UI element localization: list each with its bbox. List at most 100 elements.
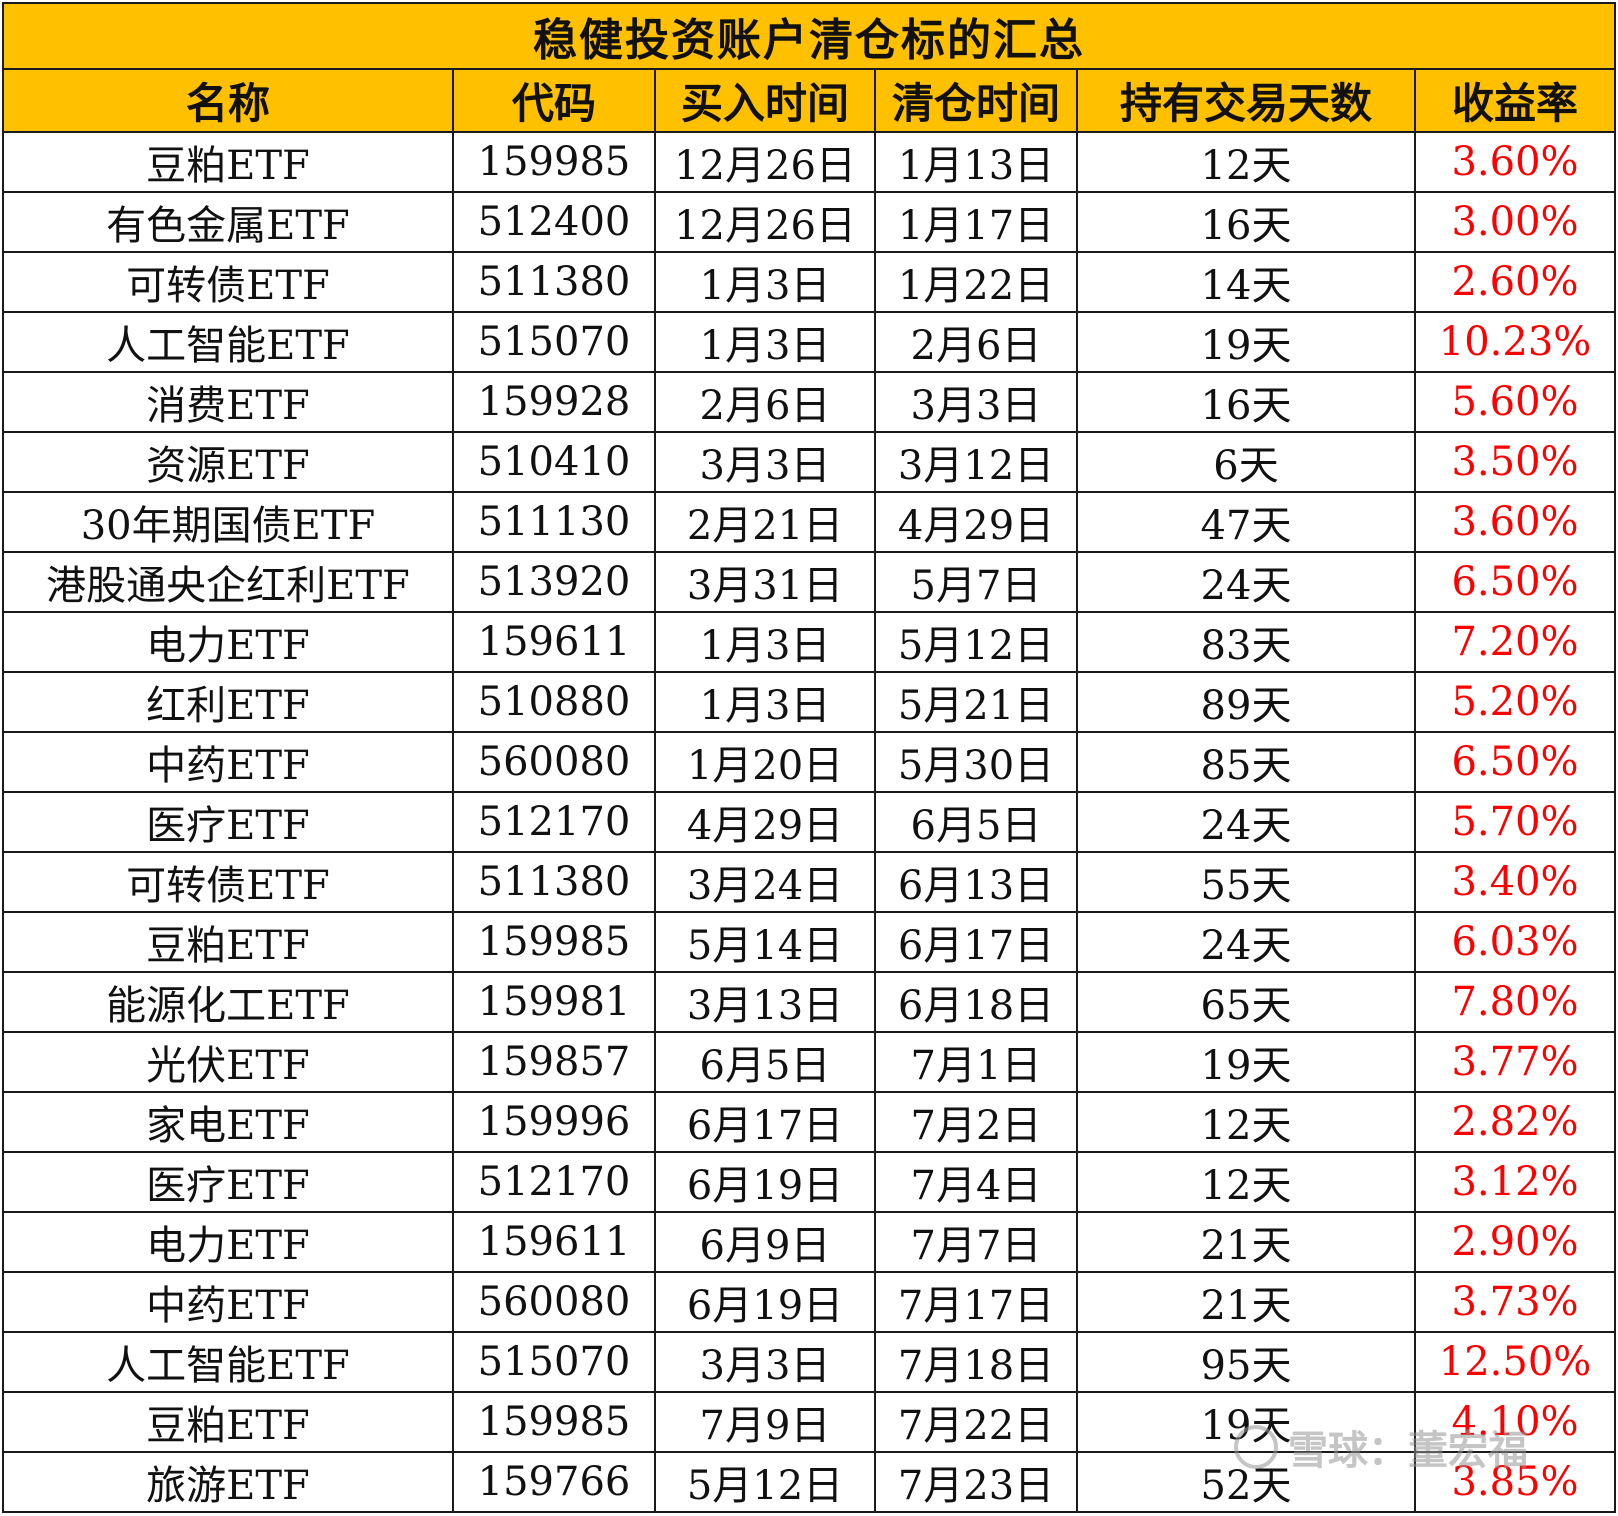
cell-code: 515070 [452, 311, 656, 373]
cell-name: 有色金属ETF [2, 191, 454, 253]
cell-return: 3.85% [1413, 1451, 1617, 1513]
table-row: 豆粕ETF 159985 5月14日 6月17日 24天 6.03% [2, 911, 1617, 973]
cell-name: 电力ETF [2, 611, 454, 673]
cell-name: 医疗ETF [2, 1151, 454, 1213]
cell-buy-date: 6月19日 [654, 1271, 876, 1333]
cell-buy-date: 6月5日 [654, 1031, 876, 1093]
cell-holding-days: 47天 [1076, 491, 1416, 553]
table-row: 光伏ETF 159857 6月5日 7月1日 19天 3.77% [2, 1031, 1617, 1093]
cell-buy-date: 2月6日 [654, 371, 876, 433]
cell-return: 3.50% [1413, 431, 1617, 493]
cell-return: 7.20% [1413, 611, 1617, 673]
table-row: 旅游ETF 159766 5月12日 7月23日 52天 3.85% [2, 1451, 1617, 1513]
cell-name: 30年期国债ETF [2, 491, 454, 553]
cell-holding-days: 12天 [1076, 1091, 1416, 1153]
cell-return: 10.23% [1413, 311, 1617, 373]
cell-buy-date: 3月13日 [654, 971, 876, 1033]
cell-sell-date: 7月23日 [874, 1451, 1078, 1513]
cell-return: 3.60% [1413, 491, 1617, 553]
cell-return: 6.50% [1413, 551, 1617, 613]
table-row: 港股通央企红利ETF 513920 3月31日 5月7日 24天 6.50% [2, 551, 1617, 613]
cell-sell-date: 5月21日 [874, 671, 1078, 733]
table-row: 人工智能ETF 515070 1月3日 2月6日 19天 10.23% [2, 311, 1617, 373]
cell-holding-days: 24天 [1076, 551, 1416, 613]
cell-sell-date: 7月17日 [874, 1271, 1078, 1333]
cell-code: 159611 [452, 1211, 656, 1273]
cell-return: 3.12% [1413, 1151, 1617, 1213]
cell-name: 中药ETF [2, 1271, 454, 1333]
cell-sell-date: 1月17日 [874, 191, 1078, 253]
cell-sell-date: 7月2日 [874, 1091, 1078, 1153]
cell-holding-days: 52天 [1076, 1451, 1416, 1513]
cell-code: 511130 [452, 491, 656, 553]
cell-holding-days: 89天 [1076, 671, 1416, 733]
table-row: 中药ETF 560080 6月19日 7月17日 21天 3.73% [2, 1271, 1617, 1333]
table-row: 红利ETF 510880 1月3日 5月21日 89天 5.20% [2, 671, 1617, 733]
cell-buy-date: 3月3日 [654, 1331, 876, 1393]
cell-return: 3.73% [1413, 1271, 1617, 1333]
cell-name: 可转债ETF [2, 251, 454, 313]
cell-buy-date: 2月21日 [654, 491, 876, 553]
cell-name: 人工智能ETF [2, 1331, 454, 1393]
cell-sell-date: 6月13日 [874, 851, 1078, 913]
cell-name: 电力ETF [2, 1211, 454, 1273]
cell-name: 港股通央企红利ETF [2, 551, 454, 613]
cell-buy-date: 1月3日 [654, 671, 876, 733]
cell-buy-date: 7月9日 [654, 1391, 876, 1453]
cell-return: 5.20% [1413, 671, 1617, 733]
cell-buy-date: 6月17日 [654, 1091, 876, 1153]
table-row: 有色金属ETF 512400 12月26日 1月17日 16天 3.00% [2, 191, 1617, 253]
cell-name: 旅游ETF [2, 1451, 454, 1513]
cell-holding-days: 19天 [1076, 1391, 1416, 1453]
table-row: 消费ETF 159928 2月6日 3月3日 16天 5.60% [2, 371, 1617, 433]
cell-holding-days: 95天 [1076, 1331, 1416, 1393]
header-code: 代码 [452, 68, 656, 133]
cell-return: 3.00% [1413, 191, 1617, 253]
cell-sell-date: 5月12日 [874, 611, 1078, 673]
cell-holding-days: 55天 [1076, 851, 1416, 913]
cell-holding-days: 83天 [1076, 611, 1416, 673]
cell-sell-date: 4月29日 [874, 491, 1078, 553]
cell-buy-date: 3月3日 [654, 431, 876, 493]
table-row: 能源化工ETF 159981 3月13日 6月18日 65天 7.80% [2, 971, 1617, 1033]
cell-holding-days: 6天 [1076, 431, 1416, 493]
cell-sell-date: 7月4日 [874, 1151, 1078, 1213]
cell-holding-days: 85天 [1076, 731, 1416, 793]
cell-code: 159611 [452, 611, 656, 673]
cell-sell-date: 6月5日 [874, 791, 1078, 853]
cell-holding-days: 19天 [1076, 311, 1416, 373]
table-row: 电力ETF 159611 1月3日 5月12日 83天 7.20% [2, 611, 1617, 673]
cell-holding-days: 12天 [1076, 131, 1416, 193]
header-name: 名称 [2, 68, 454, 133]
table-row: 可转债ETF 511380 1月3日 1月22日 14天 2.60% [2, 251, 1617, 313]
table-body: 豆粕ETF 159985 12月26日 1月13日 12天 3.60% 有色金属ETF 512… [2, 131, 1617, 1513]
cell-sell-date: 1月13日 [874, 131, 1078, 193]
cell-holding-days: 65天 [1076, 971, 1416, 1033]
header-return: 收益率 [1413, 68, 1617, 133]
cell-code: 512400 [452, 191, 656, 253]
cell-code: 512170 [452, 791, 656, 853]
cell-name: 人工智能ETF [2, 311, 454, 373]
cell-holding-days: 12天 [1076, 1151, 1416, 1213]
cell-name: 消费ETF [2, 371, 454, 433]
header-buy-date: 买入时间 [654, 68, 876, 133]
cell-sell-date: 5月30日 [874, 731, 1078, 793]
cell-name: 豆粕ETF [2, 1391, 454, 1453]
table-row: 豆粕ETF 159985 12月26日 1月13日 12天 3.60% [2, 131, 1617, 193]
cell-code: 159985 [452, 911, 656, 973]
cell-code: 159981 [452, 971, 656, 1033]
cell-buy-date: 1月3日 [654, 611, 876, 673]
cell-code: 511380 [452, 851, 656, 913]
cell-buy-date: 4月29日 [654, 791, 876, 853]
header-holding-days: 持有交易天数 [1076, 68, 1416, 133]
cell-buy-date: 5月14日 [654, 911, 876, 973]
table-row: 30年期国债ETF 511130 2月21日 4月29日 47天 3.60% [2, 491, 1617, 553]
cell-sell-date: 7月7日 [874, 1211, 1078, 1273]
cell-return: 12.50% [1413, 1331, 1617, 1393]
cell-code: 560080 [452, 731, 656, 793]
cell-sell-date: 6月17日 [874, 911, 1078, 973]
cell-code: 515070 [452, 1331, 656, 1393]
cell-code: 560080 [452, 1271, 656, 1333]
cell-name: 豆粕ETF [2, 131, 454, 193]
